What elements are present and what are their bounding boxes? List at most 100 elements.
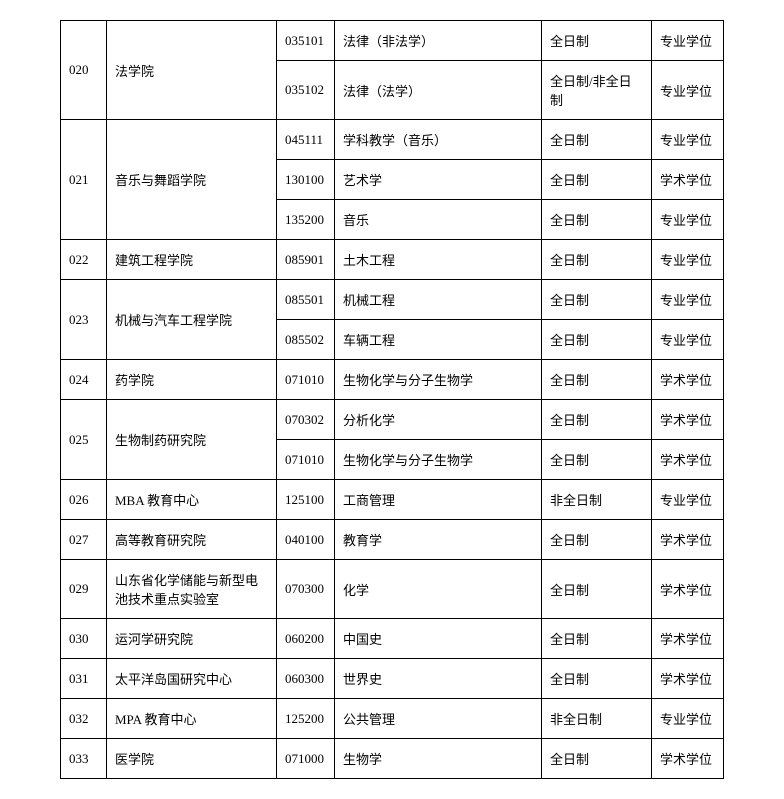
study-mode: 全日制 [542,400,652,440]
college-name: 法学院 [107,21,277,120]
major-code: 085501 [277,280,335,320]
major-name: 土木工程 [335,240,542,280]
major-name: 生物化学与分子生物学 [335,360,542,400]
major-code: 085502 [277,320,335,360]
degree-type: 专业学位 [652,200,724,240]
degree-type: 专业学位 [652,320,724,360]
study-mode: 全日制 [542,280,652,320]
table-row: 027高等教育研究院040100教育学全日制学术学位 [61,520,724,560]
college-name: 生物制药研究院 [107,400,277,480]
table-row: 026MBA 教育中心125100工商管理非全日制专业学位 [61,480,724,520]
major-name: 生物学 [335,739,542,779]
major-name: 音乐 [335,200,542,240]
study-mode: 全日制 [542,120,652,160]
degree-type: 专业学位 [652,280,724,320]
study-mode: 全日制/非全日制 [542,61,652,120]
college-code: 032 [61,699,107,739]
major-code: 071010 [277,440,335,480]
college-name: MPA 教育中心 [107,699,277,739]
study-mode: 全日制 [542,21,652,61]
college-name: 药学院 [107,360,277,400]
study-mode: 全日制 [542,619,652,659]
college-code: 022 [61,240,107,280]
study-mode: 全日制 [542,560,652,619]
table-row: 025生物制药研究院070302分析化学全日制学术学位 [61,400,724,440]
table-row: 021音乐与舞蹈学院045111学科教学（音乐）全日制专业学位 [61,120,724,160]
college-name: 高等教育研究院 [107,520,277,560]
major-name: 公共管理 [335,699,542,739]
table-row: 020法学院035101法律（非法学）全日制专业学位 [61,21,724,61]
college-code: 029 [61,560,107,619]
degree-type: 学术学位 [652,360,724,400]
major-code: 125200 [277,699,335,739]
major-name: 法律（法学） [335,61,542,120]
college-code: 026 [61,480,107,520]
study-mode: 非全日制 [542,699,652,739]
college-code: 025 [61,400,107,480]
degree-type: 专业学位 [652,699,724,739]
study-mode: 非全日制 [542,480,652,520]
table-row: 033医学院071000生物学全日制学术学位 [61,739,724,779]
major-name: 艺术学 [335,160,542,200]
major-name: 教育学 [335,520,542,560]
table-row: 029山东省化学储能与新型电池技术重点实验室070300化学全日制学术学位 [61,560,724,619]
major-code: 060200 [277,619,335,659]
major-code: 040100 [277,520,335,560]
table-row: 022建筑工程学院085901土木工程全日制专业学位 [61,240,724,280]
degree-type: 学术学位 [652,619,724,659]
major-name: 工商管理 [335,480,542,520]
study-mode: 全日制 [542,240,652,280]
study-mode: 全日制 [542,200,652,240]
degree-type: 学术学位 [652,560,724,619]
degree-type: 学术学位 [652,440,724,480]
major-code: 035102 [277,61,335,120]
table-row: 030运河学研究院060200中国史全日制学术学位 [61,619,724,659]
major-code: 125100 [277,480,335,520]
major-code: 070300 [277,560,335,619]
degree-type: 专业学位 [652,21,724,61]
table-row: 032MPA 教育中心125200公共管理非全日制专业学位 [61,699,724,739]
college-name: MBA 教育中心 [107,480,277,520]
major-code: 035101 [277,21,335,61]
study-mode: 全日制 [542,320,652,360]
major-name: 中国史 [335,619,542,659]
major-code: 071000 [277,739,335,779]
college-name: 建筑工程学院 [107,240,277,280]
major-code: 045111 [277,120,335,160]
table-row: 023机械与汽车工程学院085501机械工程全日制专业学位 [61,280,724,320]
degree-type: 学术学位 [652,520,724,560]
college-code: 024 [61,360,107,400]
major-name: 法律（非法学） [335,21,542,61]
college-name: 机械与汽车工程学院 [107,280,277,360]
major-code: 130100 [277,160,335,200]
major-code: 071010 [277,360,335,400]
degree-type: 学术学位 [652,160,724,200]
major-name: 学科教学（音乐） [335,120,542,160]
college-name: 音乐与舞蹈学院 [107,120,277,240]
programs-table: 020法学院035101法律（非法学）全日制专业学位035102法律（法学）全日… [60,20,724,779]
college-code: 020 [61,21,107,120]
study-mode: 全日制 [542,160,652,200]
major-name: 生物化学与分子生物学 [335,440,542,480]
major-name: 机械工程 [335,280,542,320]
degree-type: 学术学位 [652,400,724,440]
major-code: 070302 [277,400,335,440]
degree-type: 专业学位 [652,240,724,280]
college-code: 033 [61,739,107,779]
degree-type: 专业学位 [652,120,724,160]
college-code: 023 [61,280,107,360]
study-mode: 全日制 [542,520,652,560]
major-name: 化学 [335,560,542,619]
college-code: 030 [61,619,107,659]
major-name: 车辆工程 [335,320,542,360]
major-code: 085901 [277,240,335,280]
college-code: 021 [61,120,107,240]
college-code: 027 [61,520,107,560]
degree-type: 专业学位 [652,480,724,520]
college-name: 山东省化学储能与新型电池技术重点实验室 [107,560,277,619]
degree-type: 专业学位 [652,61,724,120]
college-name: 运河学研究院 [107,619,277,659]
major-name: 分析化学 [335,400,542,440]
study-mode: 全日制 [542,440,652,480]
study-mode: 全日制 [542,739,652,779]
